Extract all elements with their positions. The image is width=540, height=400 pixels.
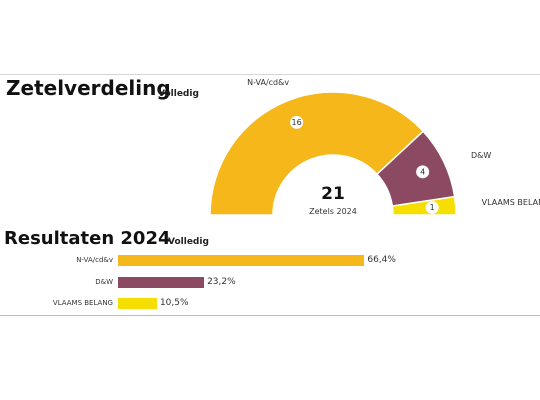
seat-count-bubble-n-va-cdv bbox=[290, 115, 304, 129]
result-value-vlaams-belang: 10,5% bbox=[159, 298, 189, 308]
result-row-n-va-cdv: N-VA/cd&v 66,4% bbox=[0, 255, 540, 267]
result-bar-n-va-cdv bbox=[118, 255, 365, 266]
result-row-dw: D&W 23,2% bbox=[0, 277, 540, 289]
seat-slice-n-va-cdv bbox=[209, 91, 425, 216]
seat-count-bubble-dw bbox=[416, 165, 430, 179]
bottom-divider bbox=[0, 315, 540, 316]
seat-slice-vlaams-belang bbox=[391, 195, 457, 216]
result-row-vlaams-belang: VLAAMS BELANG 10,5% bbox=[0, 298, 540, 310]
seat-count-n-va-cdv: 16 bbox=[292, 118, 302, 127]
seat-label-vlaams-belang: VLAAMS BELANG bbox=[482, 198, 540, 207]
seat-distribution-title: Zetelverdeling bbox=[6, 76, 171, 100]
result-label-dw: D&W bbox=[95, 278, 113, 286]
total-seats: 21 bbox=[321, 184, 345, 204]
result-value-n-va-cdv: 66,4% bbox=[367, 255, 396, 265]
results-title: Resultaten 2024 bbox=[4, 228, 171, 249]
total-seats-label: Zetels 2024 bbox=[309, 207, 357, 216]
seat-label-dw: D&W bbox=[471, 151, 491, 160]
seat-distribution-status: Volledig bbox=[158, 89, 199, 99]
result-value-dw: 23,2% bbox=[207, 277, 236, 287]
result-bar-vlaams-belang bbox=[118, 298, 157, 309]
results-status: Volledig bbox=[168, 237, 209, 247]
top-divider bbox=[0, 74, 540, 75]
seat-count-bubble-vlaams-belang bbox=[425, 201, 439, 215]
seat-count-dw: 4 bbox=[420, 167, 425, 176]
result-label-vlaams-belang: VLAAMS BELANG bbox=[52, 299, 113, 307]
result-label-n-va-cdv: N-VA/cd&v bbox=[76, 256, 113, 264]
result-bar-dw bbox=[118, 277, 205, 288]
seat-count-vlaams-belang: 1 bbox=[430, 203, 435, 212]
seat-label-n-va-cdv: N-VA/cd&v bbox=[247, 78, 289, 87]
